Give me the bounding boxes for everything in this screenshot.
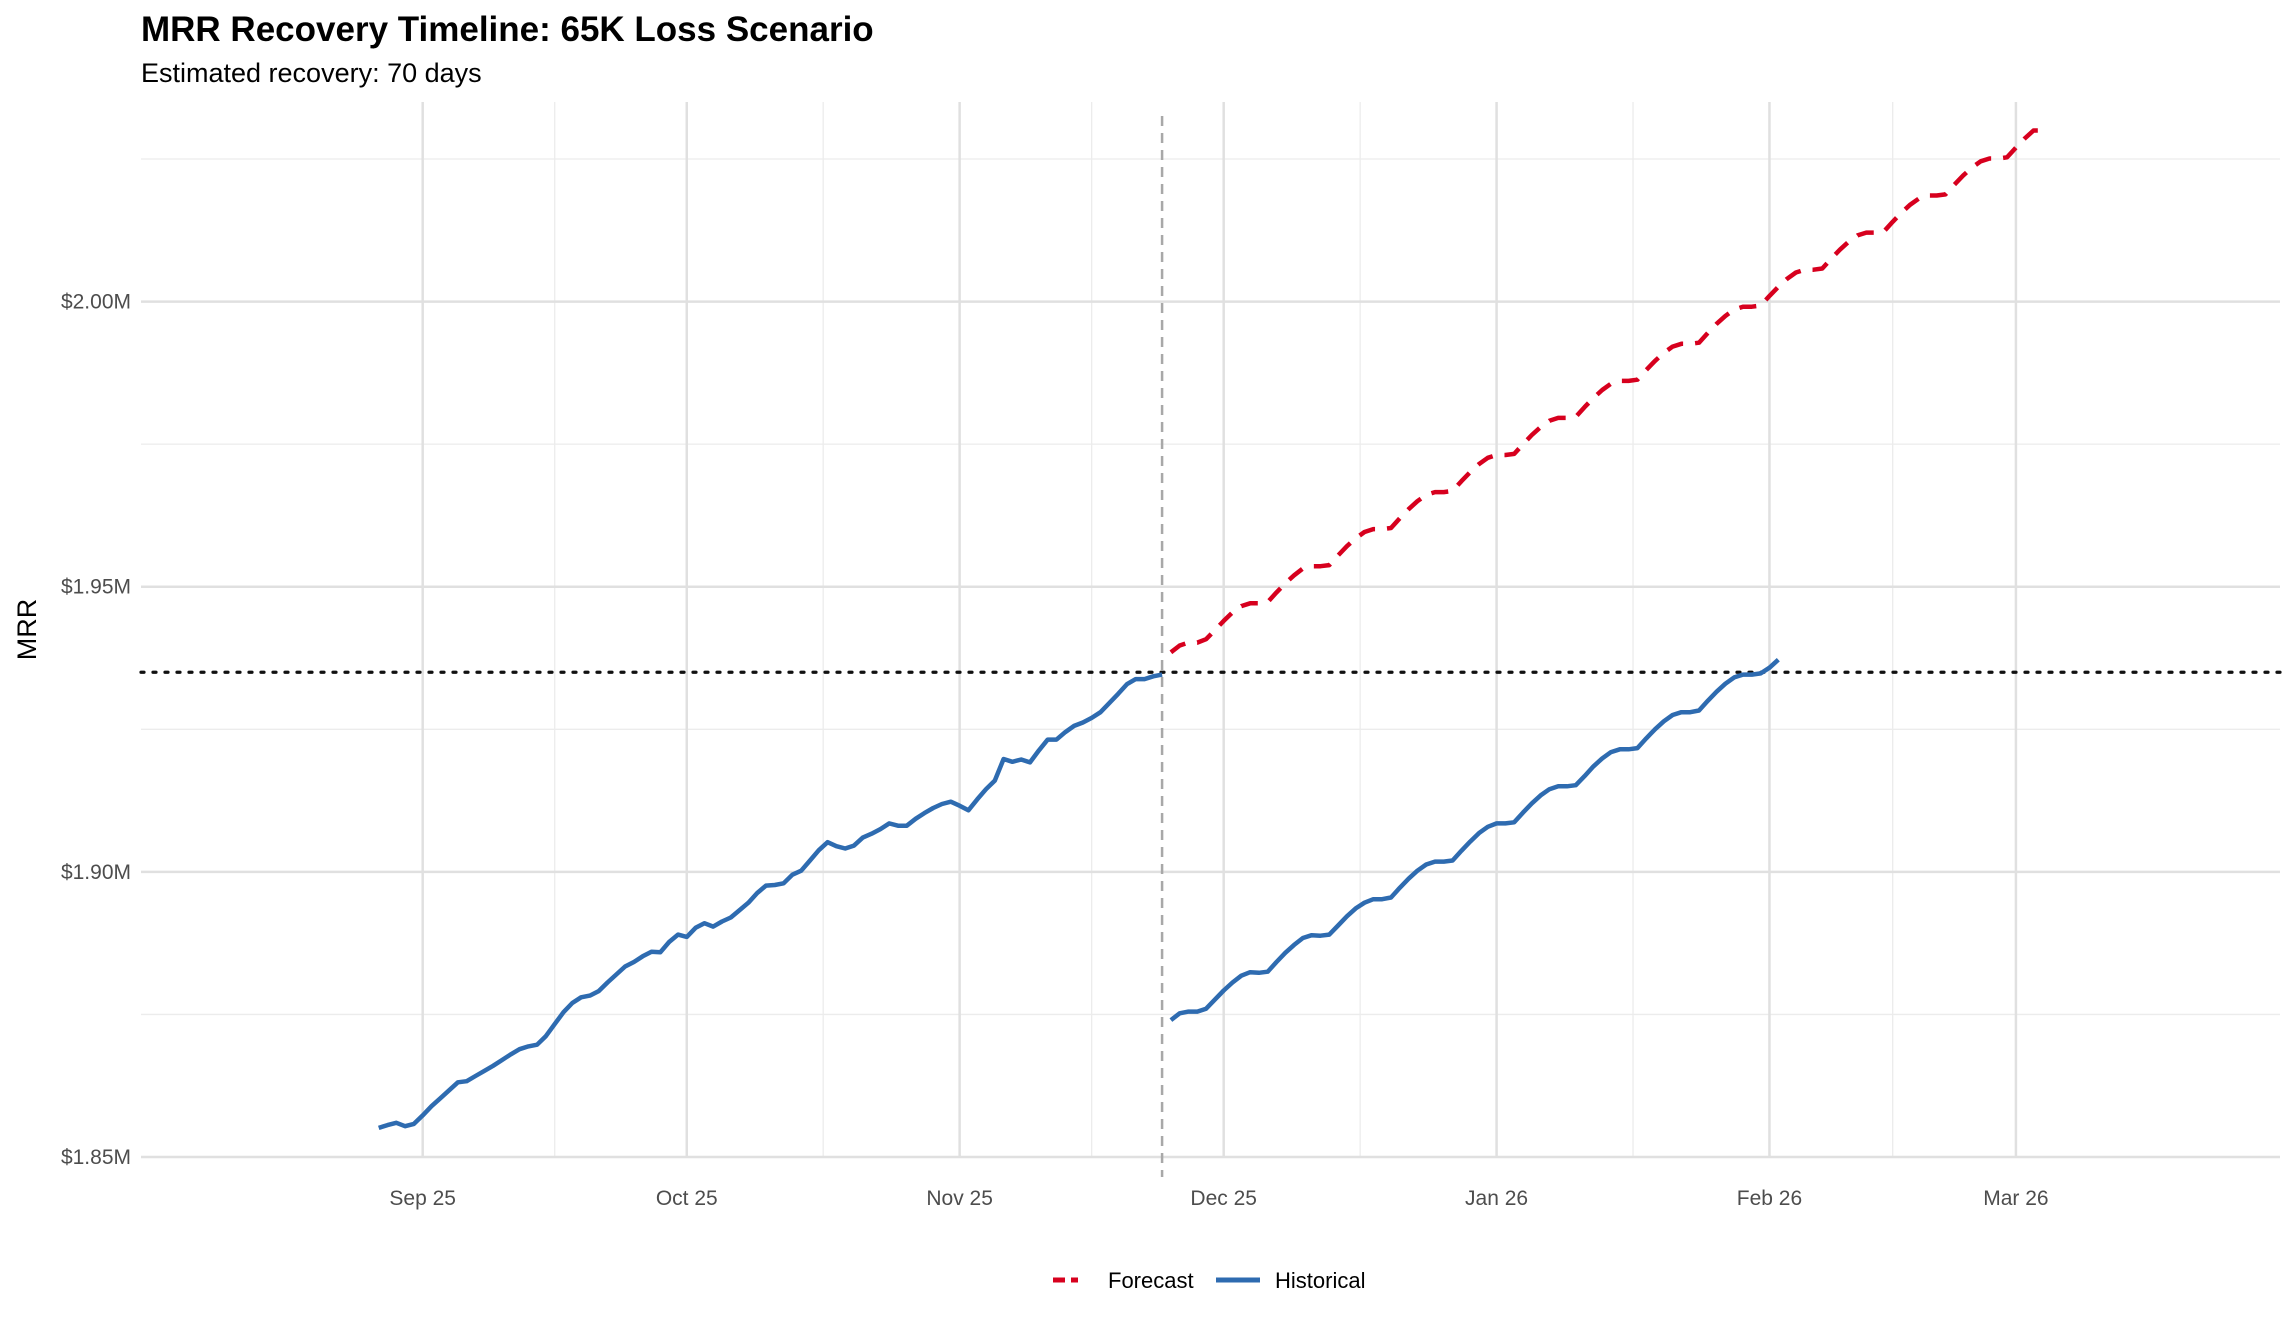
forecast-series-line xyxy=(1169,128,2043,655)
y-axis-ticks: $1.85M $1.90M $1.95M $2.00M xyxy=(61,291,131,1169)
y-tick-label: $1.85M xyxy=(61,1146,131,1169)
reference-lines xyxy=(139,116,2282,1177)
x-tick-label: Oct 25 xyxy=(656,1187,718,1210)
x-tick-label: Sep 25 xyxy=(389,1187,456,1210)
x-tick-label: Jan 26 xyxy=(1465,1187,1528,1210)
legend-forecast-label: Forecast xyxy=(1108,1268,1194,1293)
y-tick-label: $2.00M xyxy=(61,291,131,314)
y-tick-label: $1.95M xyxy=(61,576,131,599)
data-series xyxy=(378,128,2043,1131)
historical-series-line xyxy=(378,672,1163,1131)
y-tick-label: $1.90M xyxy=(61,861,131,884)
legend: Forecast Historical xyxy=(1053,1268,1365,1293)
x-axis-ticks: Sep 25 Oct 25 Nov 25 Dec 25 Jan 26 Feb 26 Mar … xyxy=(389,1187,2048,1210)
historical-series-line xyxy=(1169,658,1780,1022)
chart-title: MRR Recovery Timeline: 65K Loss Scenario xyxy=(141,10,874,49)
x-tick-label: Mar 26 xyxy=(1983,1187,2048,1210)
y-axis-label: MRR xyxy=(12,599,42,661)
chart-subtitle: Estimated recovery: 70 days xyxy=(141,58,482,88)
legend-historical-label: Historical xyxy=(1275,1268,1365,1293)
grid-lines xyxy=(141,102,2280,1159)
x-tick-label: Feb 26 xyxy=(1737,1187,1802,1210)
x-tick-label: Nov 25 xyxy=(926,1187,993,1210)
x-tick-label: Dec 25 xyxy=(1190,1187,1257,1210)
